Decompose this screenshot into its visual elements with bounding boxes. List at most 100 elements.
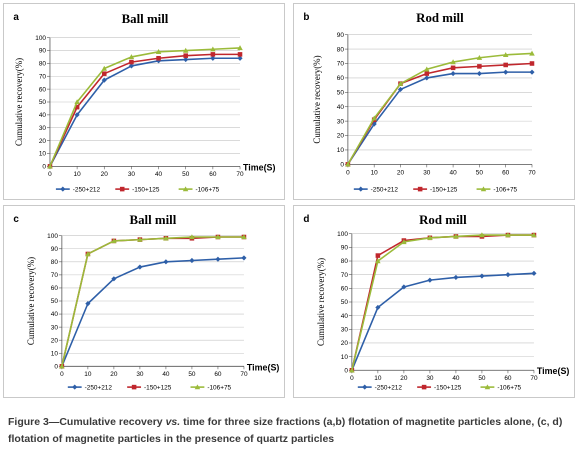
legend-label: -106+75: [207, 384, 231, 391]
panel-letter: c: [13, 214, 19, 225]
y-axis-label: Cumulative recovery(%): [316, 258, 326, 346]
legend-swatch-marker: [72, 384, 78, 390]
series--250+212: [349, 270, 537, 373]
series--250+212: [345, 69, 535, 167]
x-tick-label: 70: [528, 169, 536, 176]
y-tick-label: 0: [54, 363, 58, 370]
legend-label: -250+212: [73, 186, 101, 193]
y-tick-label: 60: [39, 86, 47, 93]
legend-label: -106+75: [497, 384, 521, 391]
y-tick-label: 20: [341, 340, 349, 347]
series-line: [49, 47, 241, 167]
series--250+212: [59, 255, 247, 369]
x-tick-label: 20: [400, 375, 408, 382]
data-point: [375, 253, 381, 258]
y-tick-label: 50: [51, 298, 59, 305]
data-point: [502, 52, 509, 58]
chart-a-svg: a Ball mill 0 10 20 30 40 50 60 70 80 90 100 0 10 20 30 4…: [13, 12, 275, 194]
x-tick-label: 20: [397, 169, 405, 176]
y-tick-label: 100: [47, 233, 58, 240]
y-tick-label: 0: [344, 367, 348, 374]
chart-title: Ball mill: [122, 12, 169, 26]
legend-swatch-marker: [194, 384, 201, 390]
series-line: [61, 236, 244, 367]
data-point: [182, 47, 189, 53]
data-point: [349, 367, 355, 373]
y-tick-label: 50: [341, 299, 349, 306]
y-tick-label: 20: [39, 138, 47, 145]
data-point: [215, 256, 221, 262]
y-tick-label: 10: [341, 354, 349, 361]
caption-vs: vs.: [165, 416, 181, 428]
data-point: [85, 251, 91, 257]
chart-panel-c: c Ball mill 0 10 20 30 40 50 60 70 80 90 100 0 10 20 30 4…: [3, 205, 285, 398]
legend-swatch-marker: [358, 186, 364, 192]
chart-panel-b: b Rod mill 0 10 20 30 40 50 60 70 80 90 0 10 20 30 40 50 6…: [293, 3, 575, 200]
data-point: [74, 99, 80, 105]
y-tick-label: 100: [35, 35, 46, 42]
legend-swatch-marker: [119, 186, 125, 192]
chart-title: Rod mill: [419, 213, 467, 227]
data-point: [137, 236, 143, 242]
chart-d-svg: d Rod mill 0 10 20 30 40 50 60 70 80 90 100 0 10 20 30 40…: [303, 213, 569, 392]
y-tick-label: 60: [337, 75, 345, 82]
legend-swatch-marker: [362, 384, 368, 390]
data-point: [189, 234, 195, 240]
data-point: [450, 65, 456, 71]
data-point: [210, 46, 216, 52]
data-point: [531, 232, 537, 238]
series-line: [49, 57, 241, 167]
data-point: [427, 235, 433, 240]
data-point: [163, 235, 169, 241]
data-point: [529, 69, 535, 75]
x-tick-label: 40: [450, 169, 458, 176]
caption-rest: time for three size fractions (a,b) flot…: [8, 416, 563, 445]
data-point: [503, 69, 509, 75]
x-tick-label: 30: [426, 375, 434, 382]
data-point: [74, 104, 80, 110]
series--106+75: [349, 232, 537, 373]
y-tick-label: 80: [341, 258, 349, 265]
data-point: [476, 71, 482, 77]
data-point: [155, 49, 162, 54]
x-tick-label: 10: [371, 169, 379, 176]
data-point: [397, 86, 404, 93]
x-tick-label: 50: [182, 171, 190, 178]
legend-swatch-marker: [480, 186, 487, 192]
data-point: [371, 115, 377, 121]
data-point: [237, 45, 243, 51]
data-point: [375, 304, 381, 311]
x-tick-label: 40: [452, 375, 460, 382]
series-line: [61, 257, 244, 367]
data-point: [111, 238, 117, 244]
data-point: [215, 234, 221, 240]
y-tick-label: 30: [341, 326, 349, 333]
legend-label: -150+125: [144, 384, 172, 391]
x-tick-label: 70: [236, 171, 244, 178]
data-point: [453, 274, 459, 280]
data-point: [129, 59, 134, 65]
x-tick-label: 50: [476, 169, 484, 176]
legend-swatch-marker: [484, 384, 491, 390]
data-point: [156, 55, 161, 61]
y-tick-label: 40: [337, 104, 345, 111]
figure-caption: Figure 3—Cumulative recovery vs. time fo…: [8, 414, 578, 448]
y-tick-label: 50: [39, 99, 47, 106]
y-tick-label: 40: [51, 311, 59, 318]
series-line: [49, 53, 241, 167]
y-tick-label: 70: [51, 272, 59, 279]
chart-title: Rod mill: [416, 11, 464, 25]
caption-prefix: Figure 3—Cumulative recovery: [8, 416, 166, 428]
data-point: [450, 59, 456, 65]
data-point: [424, 71, 430, 76]
data-point: [101, 77, 107, 83]
x-tick-label: 10: [84, 371, 92, 378]
data-point: [241, 255, 247, 261]
series--150+125: [47, 52, 243, 169]
series-line: [347, 52, 533, 165]
data-point: [210, 52, 216, 57]
x-tick-label: 60: [209, 171, 217, 178]
x-tick-label: 30: [128, 171, 136, 178]
series-line: [347, 62, 533, 165]
x-tick-label: 70: [240, 371, 248, 378]
